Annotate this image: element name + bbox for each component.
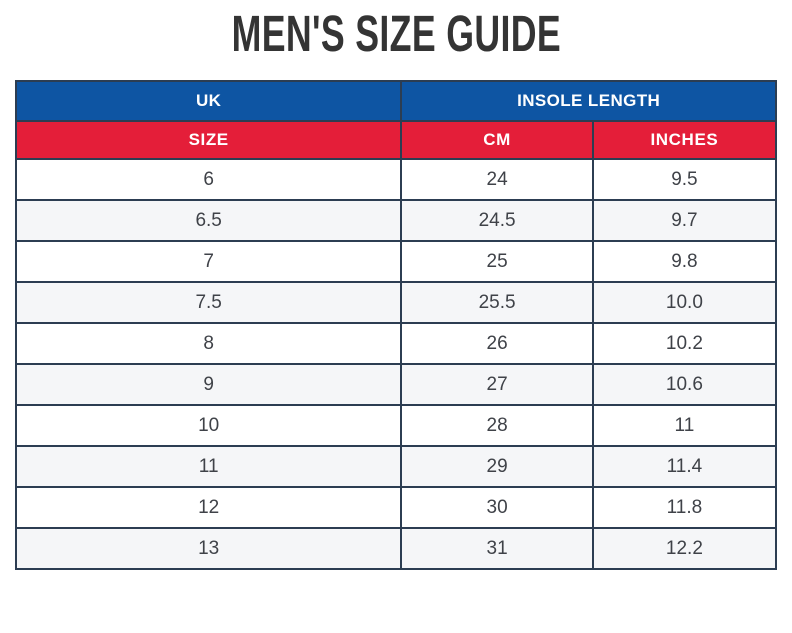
page-title: MEN'S SIZE GUIDE bbox=[231, 5, 561, 62]
table-row: 13 31 12.2 bbox=[14, 527, 778, 570]
cell-uk-size: 7.5 bbox=[14, 281, 403, 324]
size-guide-table: UK INSOLE LENGTH SIZE CM INCHES 6 24 9.5… bbox=[14, 80, 778, 570]
title-wrap: MEN'S SIZE GUIDE bbox=[0, 4, 792, 66]
cell-inches: 9.8 bbox=[591, 240, 778, 283]
cell-cm: 27 bbox=[400, 363, 594, 406]
header-row-top: UK INSOLE LENGTH bbox=[14, 80, 777, 122]
cell-uk-size: 12 bbox=[14, 486, 403, 529]
cell-inches: 12.2 bbox=[591, 527, 778, 570]
cell-uk-size: 8 bbox=[14, 322, 403, 365]
header-cm: CM bbox=[400, 120, 594, 160]
cell-inches: 11.8 bbox=[591, 486, 778, 529]
header-row-sub: SIZE CM INCHES bbox=[14, 120, 778, 160]
cell-uk-size: 10 bbox=[14, 404, 403, 447]
cell-uk-size: 9 bbox=[14, 363, 403, 406]
cell-uk-size: 6 bbox=[14, 158, 403, 201]
cell-inches: 11.4 bbox=[591, 445, 778, 488]
cell-inches: 10.0 bbox=[591, 281, 778, 324]
table-header: UK INSOLE LENGTH SIZE CM INCHES bbox=[14, 80, 778, 160]
table-row: 7 25 9.8 bbox=[14, 240, 778, 283]
cell-cm: 28 bbox=[400, 404, 594, 447]
cell-uk-size: 11 bbox=[14, 445, 403, 488]
cell-inches: 10.2 bbox=[591, 322, 778, 365]
table-row: 11 29 11.4 bbox=[14, 445, 778, 488]
cell-cm: 24.5 bbox=[400, 199, 594, 242]
table-row: 8 26 10.2 bbox=[14, 322, 778, 365]
cell-cm: 25.5 bbox=[400, 281, 594, 324]
table-row: 10 28 11 bbox=[14, 404, 778, 447]
cell-inches: 11 bbox=[591, 404, 778, 447]
cell-cm: 31 bbox=[400, 527, 594, 570]
cell-uk-size: 6.5 bbox=[14, 199, 403, 242]
header-uk: UK bbox=[14, 80, 403, 122]
cell-cm: 30 bbox=[400, 486, 594, 529]
cell-cm: 26 bbox=[400, 322, 594, 365]
cell-cm: 24 bbox=[400, 158, 594, 201]
table-body: 6 24 9.5 6.5 24.5 9.7 7 25 9.8 7.5 25.5 … bbox=[14, 158, 778, 570]
cell-inches: 10.6 bbox=[591, 363, 778, 406]
cell-cm: 25 bbox=[400, 240, 594, 283]
cell-inches: 9.7 bbox=[591, 199, 778, 242]
header-size: SIZE bbox=[14, 120, 403, 160]
table-row: 7.5 25.5 10.0 bbox=[14, 281, 778, 324]
header-insole-length: INSOLE LENGTH bbox=[400, 80, 777, 122]
table-row: 9 27 10.6 bbox=[14, 363, 778, 406]
cell-inches: 9.5 bbox=[591, 158, 778, 201]
cell-cm: 29 bbox=[400, 445, 594, 488]
header-inches: INCHES bbox=[591, 120, 778, 160]
table-row: 12 30 11.8 bbox=[14, 486, 778, 529]
table-row: 6 24 9.5 bbox=[14, 158, 778, 201]
cell-uk-size: 7 bbox=[14, 240, 403, 283]
cell-uk-size: 13 bbox=[14, 527, 403, 570]
table-row: 6.5 24.5 9.7 bbox=[14, 199, 778, 242]
